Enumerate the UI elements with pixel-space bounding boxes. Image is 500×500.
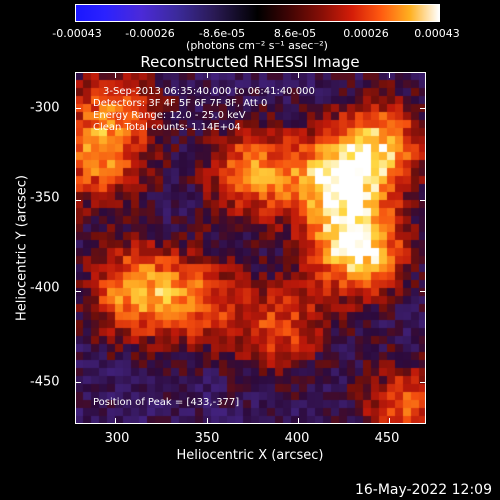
x-tick-label: 300 xyxy=(104,431,130,446)
y-tick-mark xyxy=(75,199,81,201)
x-tick-mark xyxy=(298,72,300,78)
heatmap-canvas xyxy=(75,72,426,424)
energy-range-label: Energy Range: 12.0 - 25.0 keV xyxy=(93,110,246,121)
y-tick-label: -300 xyxy=(30,100,60,116)
y-axis-label: Heliocentric Y (arcsec) xyxy=(14,175,30,321)
x-axis-label: Heliocentric X (arcsec) xyxy=(176,448,324,463)
y-tick-mark xyxy=(75,108,81,110)
y-tick-mark xyxy=(75,290,81,292)
y-tick-mark xyxy=(420,382,426,384)
colorbar-tick: -0.00043 xyxy=(52,27,102,40)
colorbar-tick: 0.00043 xyxy=(414,27,460,40)
y-tick-mark xyxy=(75,382,81,384)
y-tick-label: -400 xyxy=(30,280,60,296)
peak-position-label: Position of Peak = [433,-377] xyxy=(93,397,240,408)
colorbar xyxy=(75,4,440,22)
y-tick-mark xyxy=(420,108,426,110)
heatmap-area: 3-Sep-2013 06:35:40.000 to 06:41:40.000 … xyxy=(75,72,426,424)
footer-date: 16-May-2022 12:09 xyxy=(354,482,492,498)
detectors-label: Detectors: 3F 4F 5F 6F 7F 8F, Att 0 xyxy=(93,98,268,109)
x-tick-label: 350 xyxy=(194,431,220,446)
colorbar-tick: -0.00026 xyxy=(125,27,175,40)
colorbar-units: (photons cm⁻² s⁻¹ asec⁻²) xyxy=(186,39,328,52)
x-tick-mark xyxy=(389,72,391,78)
colorbar-tick: 8.6e-05 xyxy=(273,27,317,40)
x-tick-mark xyxy=(389,418,391,424)
y-tick-mark xyxy=(420,199,426,201)
colorbar-tick: 0.00026 xyxy=(343,27,389,40)
x-tick-mark xyxy=(206,418,208,424)
x-tick-mark xyxy=(115,72,117,78)
x-tick-mark xyxy=(298,418,300,424)
y-tick-label: -450 xyxy=(30,374,60,390)
method-counts-label: Clean Total counts: 1.14E+04 xyxy=(93,122,241,133)
x-tick-label: 450 xyxy=(374,431,400,446)
x-tick-mark xyxy=(115,418,117,424)
x-tick-label: 400 xyxy=(284,431,310,446)
colorbar-tick: -8.6e-05 xyxy=(198,27,246,40)
y-tick-mark xyxy=(420,290,426,292)
chart-title: Reconstructed RHESSI Image xyxy=(140,53,360,71)
time-range-label: 3-Sep-2013 06:35:40.000 to 06:41:40.000 xyxy=(103,86,315,97)
x-tick-mark xyxy=(206,72,208,78)
y-tick-label: -350 xyxy=(30,190,60,206)
